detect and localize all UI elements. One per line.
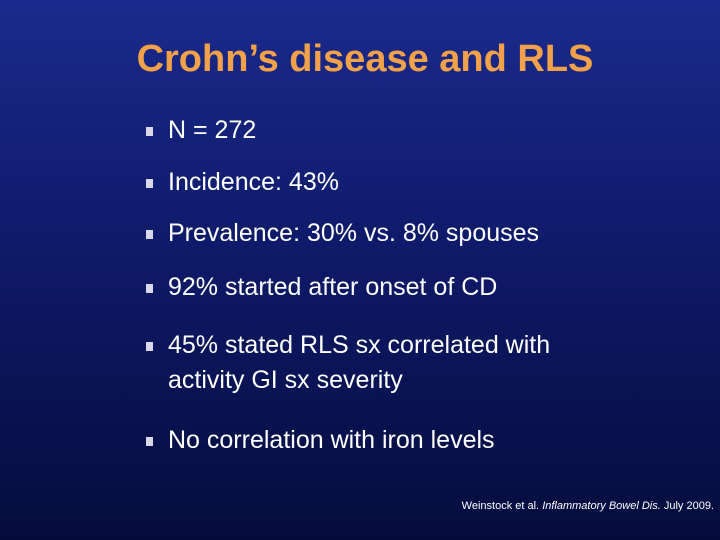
bullet-marker (146, 127, 153, 136)
bullet-line: N = 272 (168, 116, 257, 144)
bullet-marker (146, 437, 153, 446)
bullet-text: No correlation with iron levels (168, 423, 495, 458)
bullet-text: 45% stated RLS sx correlated with activit… (168, 328, 550, 398)
bullet-marker (146, 284, 153, 293)
bullet-line: activity GI sx severity (168, 366, 403, 394)
bullet-line: Prevalence: 30% vs. 8% spouses (168, 219, 540, 247)
bullet-item: 45% stated RLS sx correlated with activit… (146, 328, 550, 398)
bullet-text: Prevalence: 30% vs. 8% spouses (168, 216, 539, 251)
slide-title: Crohn’s disease and RLS (136, 38, 594, 80)
bullet-text: Incidence: 43% (168, 165, 339, 200)
bullet-line: No correlation with iron levels (168, 426, 495, 454)
citation-authors: Weinstock et al. (461, 500, 540, 512)
bullet-item: Incidence: 43% (146, 165, 339, 200)
bullet-item: Prevalence: 30% vs. 8% spouses (146, 216, 539, 251)
bullet-item: 92% started after onset of CD (146, 270, 497, 305)
bullet-item: No correlation with iron levels (146, 423, 495, 458)
bullet-marker (146, 230, 153, 239)
citation-date: July 2009. (663, 500, 714, 512)
bullet-line: Incidence: 43% (168, 168, 339, 196)
bullet-text: N = 272 (168, 113, 256, 148)
citation-journal: Inflammatory Bowel Dis. (542, 500, 661, 512)
bullet-text: 92% started after onset of CD (168, 270, 497, 305)
bullet-item: N = 272 (146, 113, 256, 148)
bullet-line: 45% stated RLS sx correlated with (168, 331, 551, 359)
citation: Weinstock et al. Inflammatory Bowel Dis.… (462, 500, 714, 512)
bullet-line: 92% started after onset of CD (168, 273, 498, 301)
bullet-marker (146, 342, 153, 351)
bullet-marker (146, 179, 153, 188)
